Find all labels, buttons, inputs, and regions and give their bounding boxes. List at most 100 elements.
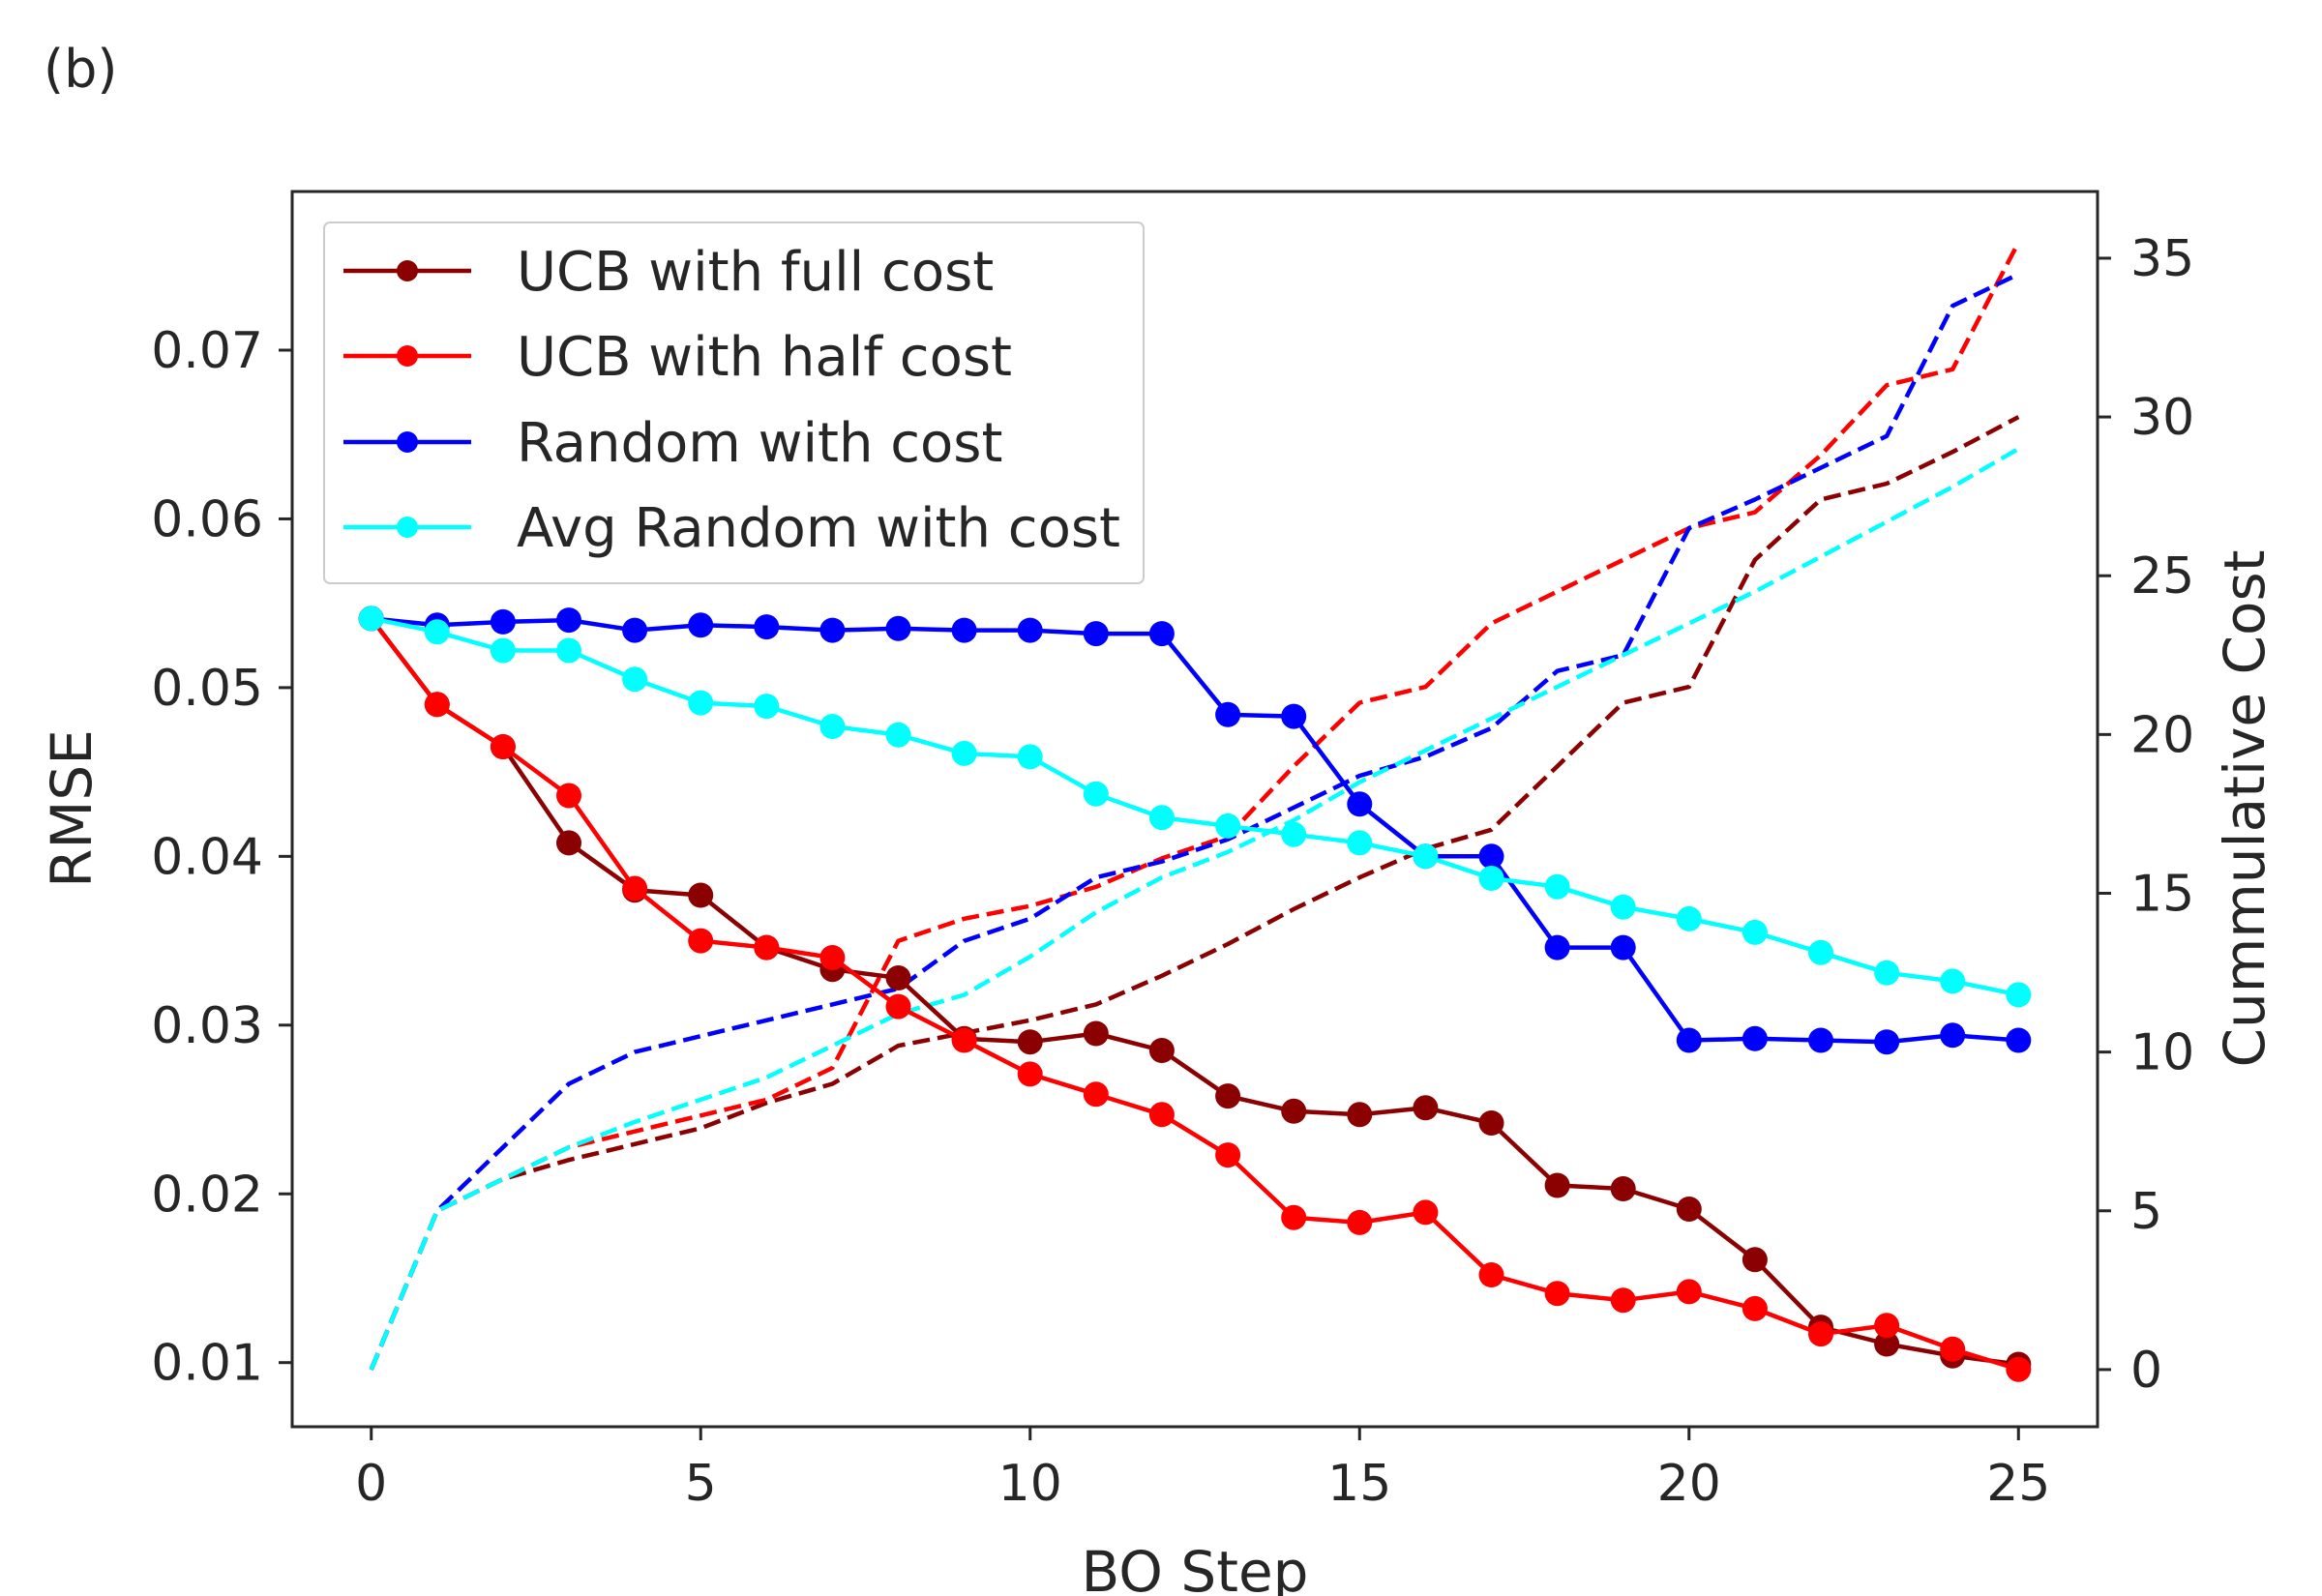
legend: UCB with full cost UCB with half cost Ra… — [323, 222, 1145, 584]
data-point — [556, 607, 581, 634]
data-point — [622, 617, 648, 643]
data-point — [1215, 1083, 1241, 1109]
data-point — [1676, 905, 1702, 931]
legend-item-ucb-half-cost: UCB with half cost — [343, 326, 1012, 389]
data-point — [1808, 939, 1833, 965]
y2-tick-label: 5 — [2130, 1183, 2162, 1241]
data-point — [490, 608, 516, 635]
data-point — [1281, 821, 1307, 847]
data-point — [1017, 1061, 1043, 1087]
data-point — [556, 637, 581, 664]
data-point — [1742, 1247, 1768, 1273]
data-point — [1940, 968, 1966, 994]
legend-swatch-marker — [397, 517, 418, 538]
y2-tick-label: 30 — [2130, 389, 2194, 447]
series-line — [369, 415, 2020, 1371]
series-rmse-ucb-with-full-cost — [358, 606, 2032, 1377]
data-point — [1478, 1110, 1504, 1136]
y-tick-label: 0.04 — [151, 828, 263, 886]
data-point — [754, 614, 780, 640]
data-point — [1083, 1020, 1109, 1047]
data-point — [1742, 1025, 1768, 1051]
data-point — [885, 965, 911, 990]
data-point — [1478, 843, 1504, 870]
legend-label: UCB with half cost — [517, 326, 1012, 389]
data-point — [1281, 1204, 1307, 1230]
series-rmse-ucb-with-half-cost — [358, 606, 2032, 1382]
data-point — [490, 637, 516, 664]
data-point — [2006, 1027, 2032, 1053]
y-tick-label: 0.06 — [151, 490, 263, 548]
y2-tick-label: 20 — [2130, 706, 2194, 764]
legend-item-random-cost: Random with cost — [343, 412, 1002, 475]
y-tick-label: 0.05 — [151, 660, 263, 718]
series-cost-random-with-cost — [369, 272, 2020, 1371]
data-point — [1083, 781, 1109, 807]
legend-label: UCB with full cost — [517, 241, 994, 304]
data-point — [1083, 621, 1109, 647]
y-tick-label: 0.03 — [151, 997, 263, 1055]
x-tick-label: 5 — [685, 1455, 717, 1513]
y-axis-right: 0 5 10 15 20 25 30 35 — [2098, 230, 2194, 1400]
data-point — [1544, 1172, 1570, 1198]
legend-swatch-marker — [397, 431, 418, 453]
data-point — [1017, 1029, 1043, 1055]
y-axis-title: RMSE — [39, 729, 104, 888]
data-point — [2006, 982, 2032, 1008]
data-point — [1083, 1081, 1109, 1108]
data-point — [819, 714, 846, 739]
series-line — [369, 617, 2019, 1367]
data-point — [1413, 1199, 1439, 1226]
y-tick-label: 0.07 — [151, 322, 263, 380]
data-point — [951, 617, 977, 643]
panel-label: (b) — [44, 39, 117, 100]
data-point — [1215, 1142, 1241, 1168]
data-point — [1808, 1027, 1833, 1053]
data-point — [1347, 1209, 1373, 1235]
data-point — [1610, 934, 1636, 961]
data-point — [754, 934, 780, 961]
legend-box — [323, 222, 1145, 584]
y2-tick-label: 35 — [2130, 230, 2194, 288]
data-point — [885, 615, 911, 641]
data-point — [1676, 1027, 1702, 1053]
data-point — [1215, 813, 1241, 839]
data-point — [556, 783, 581, 809]
data-point — [1281, 703, 1307, 729]
data-point — [1347, 791, 1373, 817]
data-point — [424, 619, 450, 645]
data-point — [424, 692, 450, 718]
data-point — [1215, 701, 1241, 727]
data-point — [1478, 1262, 1504, 1287]
data-point — [1413, 843, 1439, 870]
series-cost-avg-random-with-cost — [369, 446, 2020, 1371]
data-point — [2006, 1356, 2032, 1382]
data-point — [951, 740, 977, 766]
data-point — [1544, 873, 1570, 900]
data-point — [1610, 1287, 1636, 1314]
series-rmse-avg-random-with-cost — [358, 606, 2032, 1008]
x-tick-label: 20 — [1657, 1455, 1721, 1513]
legend-label: Random with cost — [517, 412, 1002, 475]
data-point — [1940, 1336, 1966, 1362]
x-axis-title: BO Step — [1082, 1539, 1309, 1596]
legend-swatch-marker — [397, 345, 418, 367]
y2-axis-title: Cummulative Cost — [2212, 550, 2277, 1068]
y2-tick-label: 0 — [2130, 1342, 2162, 1400]
legend-label: Avg Random with cost — [517, 497, 1120, 560]
data-point — [622, 875, 648, 901]
data-point — [688, 612, 714, 638]
series-line — [371, 616, 2019, 1045]
y2-tick-label: 10 — [2130, 1024, 2194, 1082]
data-point — [885, 993, 911, 1020]
data-point — [556, 830, 581, 856]
data-point — [1676, 1197, 1702, 1222]
legend-item-ucb-full-cost: UCB with full cost — [343, 241, 994, 304]
x-tick-label: 15 — [1327, 1455, 1391, 1513]
series-line — [369, 272, 2020, 1371]
y-tick-label: 0.02 — [151, 1166, 263, 1224]
data-point — [1940, 1022, 1966, 1049]
data-point — [1874, 1313, 1900, 1339]
data-point — [1413, 1095, 1439, 1121]
